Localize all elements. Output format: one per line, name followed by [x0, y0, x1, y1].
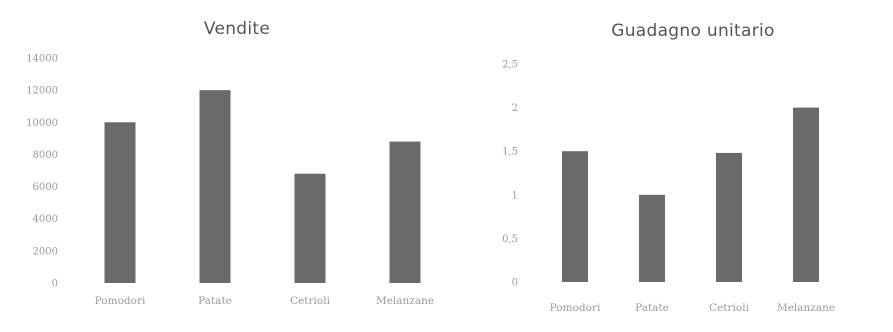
x-tick-label: Melanzane [376, 295, 434, 307]
chart-vendite: Vendite 0 2000 4000 6000 8000 10000 12000 14000… [26, 19, 434, 307]
y-tick-label: 2000 [33, 246, 58, 257]
chart-title: Vendite [204, 19, 270, 39]
y-tick-label: 4000 [33, 214, 58, 225]
y-axis: 0 2000 4000 6000 8000 10000 12000 14000 [26, 54, 58, 290]
y-tick-label: 6000 [33, 182, 58, 193]
bar-cetrioli [716, 152, 742, 282]
y-tick-label: 12000 [26, 86, 58, 97]
x-tick-label: Melanzane [777, 302, 835, 314]
x-tick-label: Cetrioli [290, 295, 331, 307]
y-tick-label: 0 [512, 278, 518, 289]
x-axis: Pomodori Patate Cetrioli Melanzane [95, 295, 434, 307]
bar-patate [199, 90, 231, 284]
bar-cetrioli [294, 173, 326, 283]
bar-melanzane [793, 107, 819, 282]
y-tick-label: 0,5 [502, 234, 518, 245]
chart-title: Guadagno unitario [611, 21, 775, 41]
x-tick-label: Patate [635, 302, 669, 314]
bar-pomodori [562, 151, 588, 282]
y-axis: 0 0,5 1 1,5 2 2,5 [502, 60, 518, 289]
y-tick-label: 14000 [26, 54, 58, 65]
bar-melanzane [389, 141, 421, 283]
x-axis: Pomodori Patate Cetrioli Melanzane [550, 302, 835, 314]
bar-pomodori [104, 122, 136, 284]
y-tick-label: 2,5 [502, 60, 518, 71]
x-tick-label: Pomodori [550, 302, 601, 314]
y-tick-label: 8000 [33, 150, 58, 161]
x-tick-label: Patate [198, 295, 232, 307]
x-tick-label: Pomodori [95, 295, 146, 307]
bars [104, 90, 421, 284]
bars [562, 107, 819, 282]
bar-patate [639, 194, 665, 282]
y-tick-label: 0 [52, 279, 58, 290]
x-tick-label: Cetrioli [709, 302, 750, 314]
y-tick-label: 2 [512, 103, 518, 114]
y-tick-label: 10000 [26, 118, 58, 129]
chart-guadagno-unitario: Guadagno unitario 00,511,522,5 Pomodori P… [502, 21, 835, 314]
y-tick-label: 1 [512, 190, 518, 201]
y-tick-label: 1,5 [502, 147, 518, 158]
